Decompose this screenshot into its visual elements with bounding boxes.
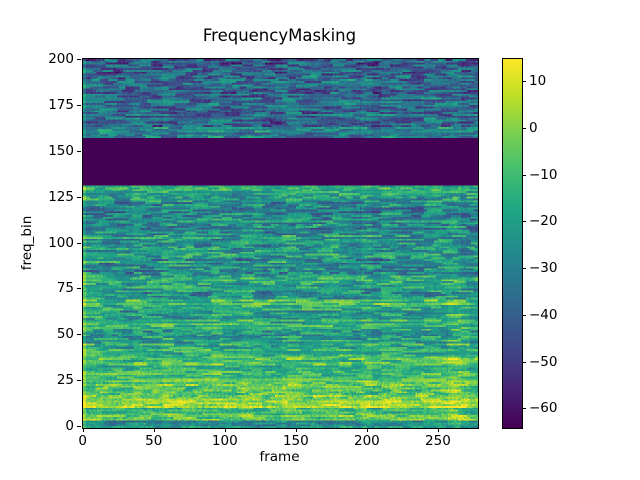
colorbar-tick (522, 408, 526, 409)
x-tick-label: 100 (211, 433, 238, 449)
y-axis-label: freq_bin (19, 215, 35, 271)
colorbar-tick (522, 315, 526, 316)
y-tick (77, 334, 81, 335)
chart-title: FrequencyMasking (202, 26, 357, 45)
y-tick (77, 151, 81, 152)
y-tick (77, 380, 81, 381)
plot-area (82, 58, 479, 429)
x-tick-label: 150 (282, 433, 309, 449)
y-tick-label: 175 (48, 96, 74, 113)
x-tick (438, 428, 439, 432)
y-tick (77, 197, 81, 198)
colorbar-tick-label: −40 (529, 306, 558, 323)
y-tick (77, 243, 81, 244)
y-tick (77, 426, 81, 427)
colorbar-tick-label: −30 (529, 260, 558, 277)
colorbar-tick-label: −10 (529, 166, 558, 183)
x-tick-label: 0 (78, 433, 87, 449)
x-tick-label: 50 (145, 433, 163, 449)
y-tick (77, 59, 81, 60)
heatmap-canvas (83, 59, 478, 428)
x-tick-label: 200 (353, 433, 380, 449)
x-axis-label: frame (259, 449, 300, 465)
x-tick (367, 428, 368, 432)
y-tick-label: 25 (56, 372, 74, 389)
colorbar-tick-label: −60 (529, 400, 558, 417)
y-tick (77, 288, 81, 289)
y-tick-label: 125 (48, 188, 74, 205)
colorbar-tick-label: −50 (529, 353, 558, 370)
colorbar-tick (522, 81, 526, 82)
colorbar-tick-label: 0 (529, 120, 538, 137)
y-tick-label: 75 (56, 280, 74, 297)
x-tick (83, 428, 84, 432)
x-tick (296, 428, 297, 432)
y-tick-label: 0 (65, 418, 74, 435)
y-tick-label: 150 (48, 142, 74, 159)
colorbar-tick-label: −20 (529, 213, 558, 230)
y-tick-label: 50 (56, 326, 74, 343)
colorbar (502, 58, 523, 429)
y-tick (77, 105, 81, 106)
y-tick-label: 100 (48, 234, 74, 251)
colorbar-tick (522, 175, 526, 176)
colorbar-tick (522, 362, 526, 363)
x-tick-label: 250 (425, 433, 451, 449)
colorbar-tick (522, 128, 526, 129)
colorbar-tick-label: 10 (529, 73, 547, 90)
y-tick-label: 200 (48, 50, 74, 67)
colorbar-tick (522, 221, 526, 222)
x-tick (154, 428, 155, 432)
x-tick (225, 428, 226, 432)
colorbar-canvas (503, 59, 522, 428)
colorbar-tick (522, 268, 526, 269)
